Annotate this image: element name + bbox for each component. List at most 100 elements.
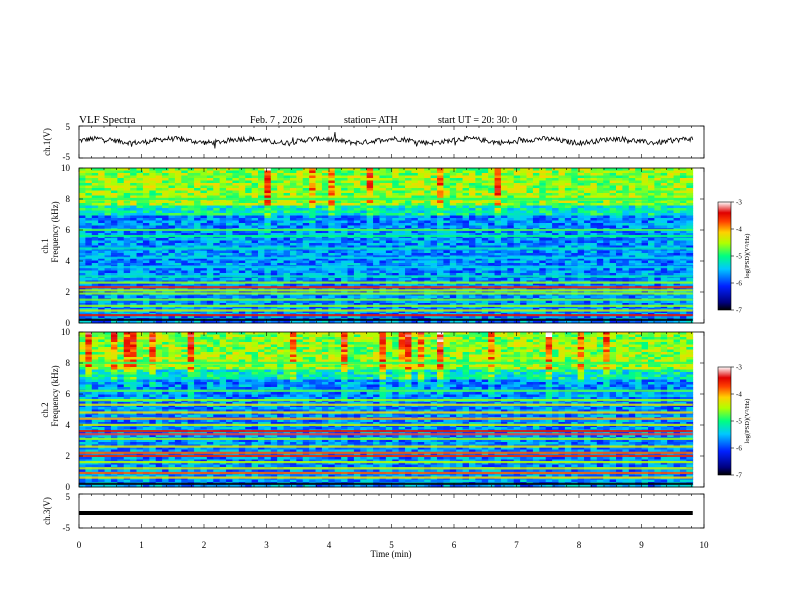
spectrogram-cell xyxy=(168,168,176,171)
spectrogram-cell xyxy=(226,205,233,209)
spectrogram-cell xyxy=(398,258,406,261)
spectrogram-cell xyxy=(174,225,182,229)
spectrogram-cell xyxy=(385,315,393,319)
spectrogram-cell xyxy=(500,183,508,186)
spectrogram-cell xyxy=(328,183,336,186)
spectrogram-cell xyxy=(328,253,336,256)
spectrogram-cell xyxy=(162,260,169,264)
spectrogram-cell xyxy=(309,315,316,319)
spectrogram-cell xyxy=(289,283,297,286)
spectrogram-cell xyxy=(258,200,265,204)
spectrogram-cell xyxy=(347,320,355,324)
spectrogram-cell xyxy=(251,258,259,261)
spectrogram-cell xyxy=(341,185,348,189)
spectrogram-cell xyxy=(437,175,444,179)
spectrogram-cell xyxy=(468,218,476,221)
spectrogram-cell xyxy=(437,210,444,214)
spectrogram-cell xyxy=(539,170,547,174)
spectrogram-cell xyxy=(558,240,566,244)
spectrogram-cell xyxy=(360,250,368,254)
spectrogram-cell xyxy=(552,258,559,261)
spectrogram-cell xyxy=(181,223,189,226)
spectrogram-cell xyxy=(162,193,169,196)
spectrogram-cell xyxy=(258,300,265,304)
spectrogram-cell xyxy=(270,320,278,324)
spectrogram-cell xyxy=(187,250,195,254)
spectrogram-cell xyxy=(545,220,553,224)
spectrogram-cell xyxy=(475,180,483,184)
spectrogram-cell xyxy=(162,208,169,211)
spectrogram-cell xyxy=(187,205,195,209)
spectrogram-cell xyxy=(494,208,502,211)
spectrogram-cell xyxy=(443,220,451,224)
spectrogram-cell xyxy=(430,253,438,256)
spectrogram-cell xyxy=(443,188,451,191)
spectrogram-cell xyxy=(85,218,93,221)
spectrogram-cell xyxy=(481,223,489,226)
spectrogram-cell xyxy=(245,205,253,209)
spectrogram-cell xyxy=(149,170,157,174)
spectrogram-cell xyxy=(155,303,163,306)
spectrogram-cell xyxy=(449,300,457,304)
spectrogram-cell xyxy=(194,210,201,214)
spectrogram-cell xyxy=(194,278,201,281)
spectrogram-cell xyxy=(334,260,342,264)
spectrogram-cell xyxy=(194,243,201,246)
spectrogram-cell xyxy=(462,260,470,264)
spectrogram-cell xyxy=(481,300,489,304)
spectrogram-cell xyxy=(430,225,438,229)
spectrogram-cell xyxy=(200,208,208,211)
spectrogram-cell xyxy=(430,268,438,271)
spectrogram-cell xyxy=(571,303,579,306)
spectrogram-cell xyxy=(411,220,419,224)
spectrogram-cell xyxy=(392,205,400,209)
spectrogram-cell xyxy=(321,215,329,219)
spectrogram-cell xyxy=(526,173,534,176)
spectrogram-cell xyxy=(494,180,502,184)
spectrogram-cell xyxy=(85,180,93,184)
spectrogram-cell xyxy=(289,200,297,204)
spectrogram-cell xyxy=(334,263,342,266)
spectrogram-cell xyxy=(373,283,380,286)
spectrogram-cell xyxy=(302,175,310,179)
spectrogram-cell xyxy=(360,300,368,304)
spectrogram-cell xyxy=(443,315,451,319)
spectrogram-cell xyxy=(289,213,297,216)
spectrogram-cell xyxy=(283,263,291,266)
spectrogram-cell xyxy=(405,200,412,204)
spectrogram-cell xyxy=(277,300,284,304)
spectrogram-cell xyxy=(289,278,297,281)
spectrogram-cell xyxy=(117,183,125,186)
spectrogram-cell xyxy=(264,263,272,266)
spectrogram-cell xyxy=(238,225,246,229)
spectrogram-cell xyxy=(283,218,291,221)
spectrogram-cell xyxy=(174,283,182,286)
spectrogram-cell xyxy=(552,263,559,266)
spectrogram-cell xyxy=(213,270,221,274)
spectrogram-cell xyxy=(430,273,438,276)
spectrogram-cell xyxy=(200,173,208,176)
spectrogram-cell xyxy=(315,283,323,286)
spectrogram-cell xyxy=(341,180,348,184)
spectrogram-cell xyxy=(468,203,476,206)
spectrogram-cell xyxy=(392,210,400,214)
spectrogram-cell xyxy=(520,230,527,234)
spectrogram-cell xyxy=(155,223,163,226)
spectrogram-cell xyxy=(219,268,227,271)
spectrogram-cell xyxy=(341,233,348,236)
spectrogram-cell xyxy=(571,270,579,274)
spectrogram-cell xyxy=(552,240,559,244)
spectrogram-cell xyxy=(558,230,566,234)
spectrogram-cell xyxy=(430,283,438,286)
spectrogram-cell xyxy=(526,170,534,174)
spectrogram-cell xyxy=(302,193,310,196)
spectrogram-cell xyxy=(475,203,483,206)
spectrogram-cell xyxy=(507,168,515,171)
spectrogram-cell xyxy=(520,213,527,216)
spectrogram-cell xyxy=(398,220,406,224)
spectrogram-cell xyxy=(430,260,438,264)
spectrogram-cell xyxy=(577,200,585,204)
spectrogram-cell xyxy=(405,303,412,306)
spectrogram-cell xyxy=(481,243,489,246)
spectrogram-cell xyxy=(315,205,323,209)
